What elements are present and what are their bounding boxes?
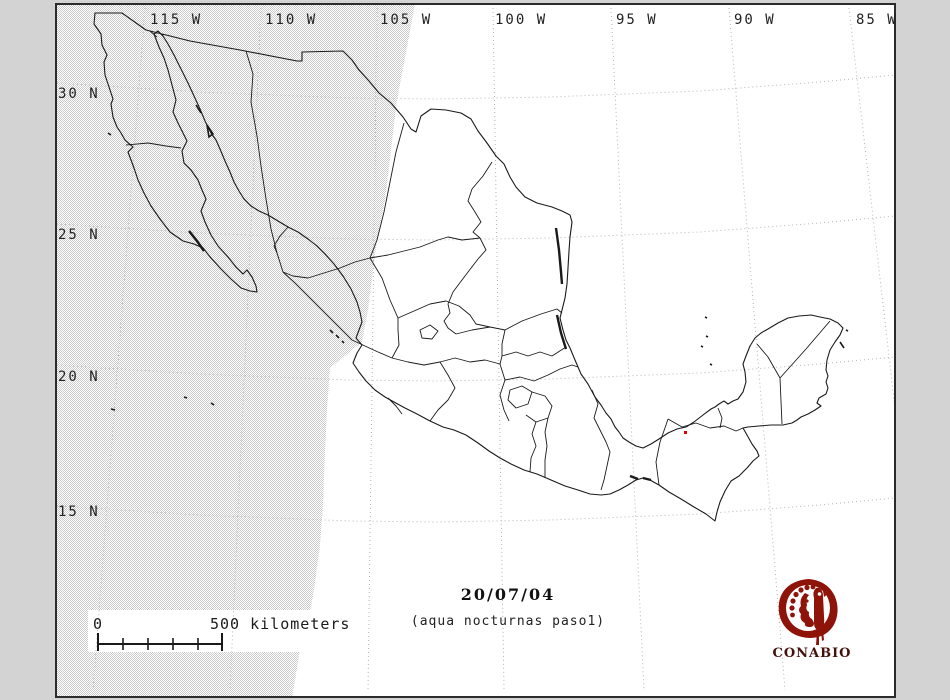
meridian-label-95w: 95 W: [616, 12, 658, 28]
parallel-25n: [56, 215, 896, 241]
meridian-label-85w: 85 W: [856, 12, 898, 28]
parallel-label-30n: 30 N: [58, 86, 100, 102]
islas-marias: [329, 329, 345, 344]
cozumel-island: [839, 329, 849, 349]
coastline: [93, 12, 844, 522]
islands: [107, 104, 849, 411]
meridian-label-115w: 115 W: [150, 12, 203, 28]
revillagigedo-islands: [110, 396, 215, 411]
gulf-of-california-islands: [195, 104, 215, 139]
parallel-label-15n: 15 N: [58, 504, 100, 520]
mainland-outline: [93, 12, 844, 522]
conabio-wordmark: CONABIO: [772, 646, 852, 661]
meridian-label-110w: 110 W: [265, 12, 318, 28]
meridian-85w: [848, 7, 896, 410]
meridian-105w: [367, 7, 378, 691]
parallel-15n: [56, 497, 896, 523]
logo-glyph: [789, 584, 829, 645]
graticule: [56, 7, 896, 691]
meridian-100w: [492, 7, 505, 691]
scalebar-zero-label: 0: [93, 615, 104, 633]
caption-label: (aqua nocturnas paso1): [410, 614, 606, 629]
campeche-cays: [700, 316, 713, 366]
scale-bar: [97, 633, 223, 651]
conabio-logo: [778, 579, 838, 645]
parallel-20n: [56, 356, 896, 382]
parallel-label-25n: 25 N: [58, 227, 100, 243]
meridian-label-90w: 90 W: [734, 12, 776, 28]
swath-exterior-region: [56, 4, 415, 697]
parallel-30n: [56, 74, 896, 100]
lagoon-barriers: [188, 227, 652, 482]
date-label: 20/07/04: [460, 585, 556, 604]
meridian-110w: [229, 7, 262, 691]
parallel-label-20n: 20 N: [58, 369, 100, 385]
fire-hotspot: [684, 431, 687, 434]
meridian-label-105w: 105 W: [380, 12, 433, 28]
scalebar-distance-label: 500 kilometers: [210, 615, 351, 633]
map-frame: [55, 3, 896, 698]
offshore-island: [107, 132, 112, 136]
state-boundaries: [125, 30, 831, 491]
meridian-95w: [610, 7, 645, 691]
meridian-label-100w: 100 W: [495, 12, 548, 28]
